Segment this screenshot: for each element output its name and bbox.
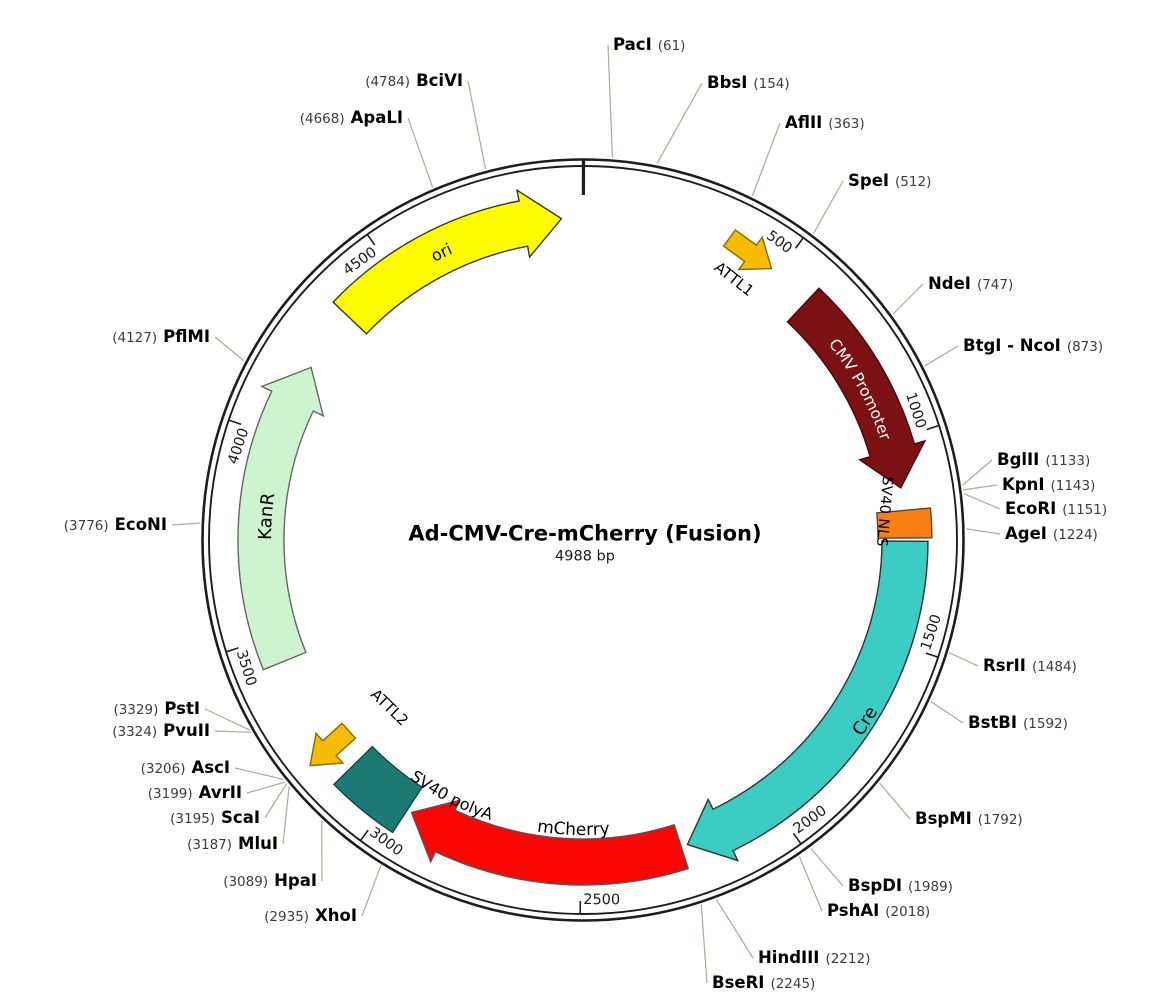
leader-NdeI: [892, 283, 924, 315]
leader-HindIII: [715, 899, 754, 959]
site-label-EcoNI: (3776) EcoNI: [64, 515, 167, 534]
leader-BstBI: [930, 700, 964, 724]
site-label-EcoRI: EcoRI (1151): [1005, 499, 1107, 518]
site-label-BtgI - NcoI: BtgI - NcoI (873): [963, 336, 1103, 355]
tick-500: [794, 237, 804, 249]
leader-BseRI: [700, 904, 708, 984]
site-label-AflII: AflII (363): [785, 113, 865, 132]
site-labels: PacI (61) BbsI (154) AflII (363) SpeI (512) NdeI…: [64, 35, 1107, 992]
leader-AvrII: [246, 781, 286, 794]
site-label-PflMI: (4127) PflMI: [112, 327, 210, 346]
site-label-BstBI: BstBI (1592): [968, 713, 1068, 732]
leader-EcoNI: [171, 522, 200, 526]
feature-KanR: [237, 366, 325, 671]
leader-MluI: [282, 786, 290, 845]
site-label-HpaI: (3089) HpaI: [223, 871, 317, 890]
site-label-ScaI: (3195) ScaI: [170, 808, 260, 827]
leader-PshAI: [798, 856, 823, 912]
leader-PstI: [204, 708, 251, 731]
site-label-PshAI: PshAI (2018): [827, 901, 930, 920]
feature-mCherry: [410, 799, 690, 886]
backbone-inner-circle: [208, 165, 958, 915]
site-label-PvuII: (3324) PvuII: [112, 721, 210, 740]
leader-EcoRI: [963, 493, 1001, 510]
site-label-BciVI: (4784) BciVI: [365, 71, 463, 90]
leader-SpeI: [813, 180, 844, 234]
site-label-BspDI: BspDI (1989): [848, 876, 953, 895]
leader-RsrII: [949, 652, 979, 667]
features: [237, 188, 933, 886]
site-label-HindIII: HindIII (2212): [758, 948, 870, 967]
feature-CMV Promoter: [786, 287, 927, 489]
leader-ScaI: [264, 783, 288, 819]
site-label-AgeI: AgeI (1224): [1005, 524, 1098, 543]
leader-BtgI - NcoI: [924, 345, 959, 367]
tick-4000: [228, 419, 242, 426]
leader-BspDI: [810, 848, 844, 887]
leader-XhoI: [361, 865, 382, 917]
leader-ApaLI: [407, 117, 434, 188]
site-label-KpnI: KpnI (1143): [1002, 475, 1095, 494]
feature-label-mCherry: mCherry: [536, 817, 610, 840]
leader-BbsI: [656, 82, 703, 164]
feature-ATTL1: [722, 228, 773, 271]
leader-BspMI: [879, 782, 911, 820]
site-label-AvrII: (3199) AvrII: [148, 783, 242, 802]
tick-label-500: 500: [763, 228, 795, 257]
feature-ori: [332, 188, 563, 335]
tick-2000: [792, 832, 802, 845]
site-label-ApaLI: (4668) ApaLI: [300, 108, 403, 127]
leader-PvuII: [214, 730, 252, 733]
leader-KpnI: [963, 484, 998, 491]
leader-AscI: [234, 767, 284, 780]
site-label-NdeI: NdeI (747): [928, 274, 1013, 293]
leader-BciVI: [467, 80, 487, 170]
feature-SV40 polyA: [332, 745, 423, 834]
site-label-BbsI: BbsI (154): [707, 73, 790, 92]
site-label-PacI: PacI (61): [613, 35, 685, 54]
tick-3000: [359, 829, 369, 842]
leader-BglII: [962, 459, 993, 486]
site-label-AscI: (3206) AscI: [141, 758, 230, 777]
backbone-outer-circle: [201, 158, 965, 922]
site-label-BglII: BglII (1133): [997, 450, 1090, 469]
leader-AflII: [751, 122, 781, 197]
site-label-BseRI: BseRI (2245): [712, 973, 815, 992]
site-label-RsrII: RsrII (1484): [983, 656, 1077, 675]
tick-1500: [925, 652, 939, 658]
feature-ATTL2: [309, 722, 357, 767]
tick-label-2500: 2500: [583, 892, 620, 908]
tick-1000: [926, 424, 940, 431]
tick-4500: [366, 234, 376, 246]
tick-label-3000: 3000: [366, 825, 405, 860]
feature-Cre: [686, 540, 929, 862]
site-label-XhoI: (2935) XhoI: [264, 906, 357, 925]
label-path-KanR: [271, 310, 372, 737]
site-label-MluI: (3187) MluI: [187, 834, 278, 853]
site-label-BspMI: BspMI (1792): [915, 809, 1023, 828]
feature-label-SV40 NLS: SV40 NLS: [873, 476, 895, 547]
leader-PflMI: [214, 336, 245, 362]
backbone-ring: [201, 158, 965, 922]
site-label-PstI: (3329) PstI: [113, 699, 200, 718]
feature-label-KanR: KanR: [255, 492, 279, 540]
tick-3500: [225, 647, 239, 653]
site-label-SpeI: SpeI (512): [848, 171, 931, 190]
feature-label-ATTL2: ATTL2: [367, 685, 412, 729]
leader-PacI: [607, 44, 614, 158]
leader-AgeI: [966, 528, 1001, 535]
leader-lines: [171, 44, 1001, 984]
feature-SV40 NLS: [876, 507, 933, 539]
